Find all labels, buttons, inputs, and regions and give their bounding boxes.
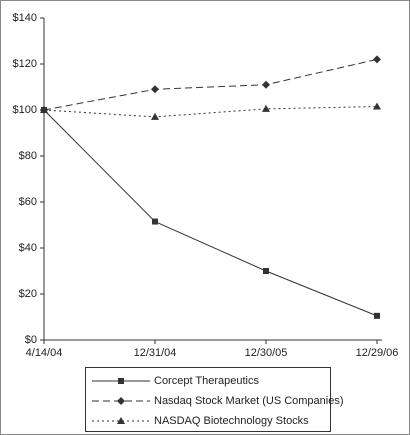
legend-label: Nasdaq Stock Market (US Companies) [154, 395, 344, 407]
legend-marker [118, 378, 124, 384]
y-tick-label: $40 [19, 242, 37, 254]
y-tick-label: $140 [13, 12, 37, 24]
legend-marker [117, 417, 125, 424]
marker [263, 268, 269, 274]
series-line [43, 109, 378, 317]
marker [152, 218, 158, 225]
y-tick-label: $60 [19, 196, 37, 208]
y-tick-label: $0 [25, 334, 37, 346]
x-tick-label: 4/14/04 [26, 347, 63, 359]
series-line [43, 106, 378, 118]
y-tick-label: $120 [13, 58, 37, 70]
series-line [43, 58, 378, 111]
legend-box [85, 367, 331, 432]
x-tick-label: 12/31/04 [134, 347, 177, 359]
x-tick-label: 12/30/05 [245, 347, 288, 359]
legend-label: NASDAQ Biotechnology Stocks [154, 415, 309, 427]
y-tick-label: $20 [19, 288, 37, 300]
marker [151, 85, 159, 94]
legend-marker [117, 397, 125, 405]
marker [262, 80, 270, 89]
marker [262, 104, 270, 112]
y-tick-label: $80 [19, 150, 37, 162]
marker [40, 106, 48, 113]
y-tick-label: $100 [13, 104, 37, 116]
marker [373, 102, 381, 110]
marker [374, 312, 380, 319]
marker [151, 112, 159, 120]
legend-label: Corcept Therapeutics [154, 375, 259, 387]
marker [373, 55, 381, 64]
x-tick-label: 12/29/06 [356, 347, 399, 359]
